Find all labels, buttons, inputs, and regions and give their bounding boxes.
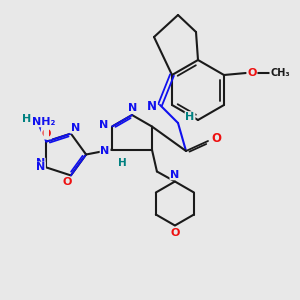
Text: O: O — [170, 227, 180, 238]
Text: O: O — [247, 68, 257, 78]
Text: N: N — [170, 169, 179, 179]
Text: N: N — [128, 103, 138, 113]
Text: H: H — [185, 112, 195, 122]
Text: H: H — [118, 158, 127, 169]
Text: NH₂: NH₂ — [32, 117, 55, 127]
Text: N: N — [70, 123, 80, 133]
Text: N: N — [100, 119, 109, 130]
Text: N: N — [147, 100, 157, 113]
Text: N: N — [36, 162, 45, 172]
Text: N: N — [100, 146, 110, 157]
Text: N: N — [71, 123, 80, 133]
Text: CH₃: CH₃ — [270, 68, 290, 78]
Text: O: O — [211, 133, 221, 146]
Text: N: N — [36, 158, 45, 168]
Text: O: O — [62, 177, 72, 188]
Text: H: H — [22, 114, 31, 124]
Text: O: O — [42, 129, 51, 139]
